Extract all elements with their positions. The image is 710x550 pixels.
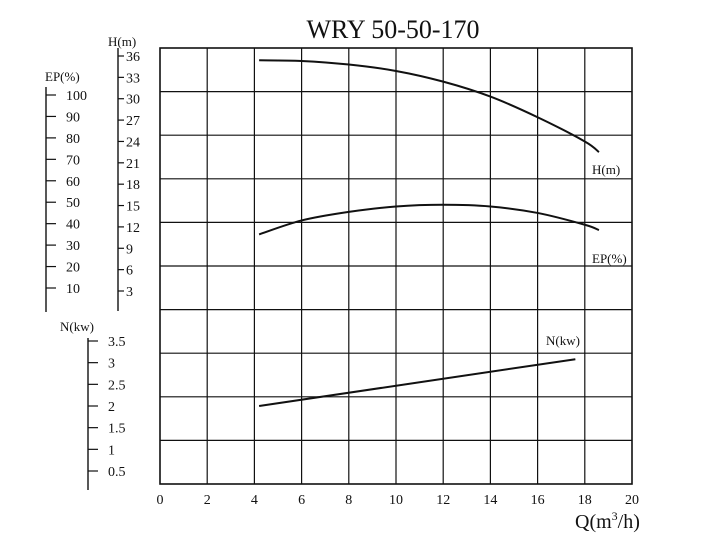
ep-tick-label: 40 [66, 218, 80, 233]
x-tick-label: 14 [483, 493, 497, 508]
x-tick-label: 12 [436, 493, 450, 508]
h-tick-label: 12 [126, 221, 140, 236]
h-axis: 36 33 30 27 24 21 18 15 12 9 6 3 [117, 48, 140, 311]
h-curve-label: H(m) [592, 162, 620, 177]
ep-curve [258, 203, 600, 236]
h-tick-label: 30 [126, 93, 140, 108]
ep-axis: 100 90 80 70 60 50 40 30 20 10 [45, 87, 87, 312]
h-tick-label: 33 [126, 71, 140, 86]
n-tick-label: 1.5 [108, 422, 126, 437]
x-tick-label: 18 [578, 493, 592, 508]
h-tick-label: 6 [126, 264, 133, 279]
ep-tick-label: 30 [66, 239, 80, 254]
ep-tick-label: 70 [66, 153, 80, 168]
n-tick-label: 0.5 [108, 465, 126, 480]
x-tick-label: 4 [251, 493, 258, 508]
ep-tick-label: 80 [66, 132, 80, 147]
ep-axis-label: EP(%) [45, 69, 80, 84]
ep-tick-label: 10 [66, 282, 80, 297]
n-tick-label: 3 [108, 357, 115, 372]
x-axis-ticks: 0 2 4 6 8 10 12 14 16 18 20 [157, 493, 640, 508]
h-tick-label: 18 [126, 178, 140, 193]
h-tick-label: 3 [126, 285, 133, 300]
n-tick-label: 3.5 [108, 335, 126, 350]
h-axis-label: H(m) [108, 34, 136, 49]
x-tick-label: 0 [157, 493, 164, 508]
x-tick-label: 16 [531, 493, 545, 508]
ep-tick-label: 90 [66, 110, 80, 125]
n-axis: 3.5 3 2.5 2 1.5 1 0.5 [87, 335, 126, 490]
n-axis-label: N(kw) [60, 319, 94, 334]
h-tick-label: 27 [126, 114, 140, 129]
h-tick-label: 9 [126, 242, 133, 257]
ep-tick-label: 60 [66, 175, 80, 190]
x-tick-label: 20 [625, 493, 639, 508]
h-tick-label: 24 [126, 135, 140, 150]
x-tick-label: 6 [298, 493, 305, 508]
n-tick-label: 2 [108, 400, 115, 415]
h-tick-label: 21 [126, 157, 140, 172]
performance-curves: H(m) EP(%) N(kw) [258, 59, 627, 407]
chart-title: WRY 50-50-170 [306, 15, 479, 44]
x-tick-label: 10 [389, 493, 403, 508]
n-tick-label: 1 [108, 443, 115, 458]
x-tick-label: 2 [204, 493, 211, 508]
ep-curve-label: EP(%) [592, 251, 627, 266]
n-tick-label: 2.5 [108, 378, 126, 393]
h-tick-label: 15 [126, 200, 140, 215]
ep-tick-label: 50 [66, 196, 80, 211]
ep-tick-label: 20 [66, 261, 80, 276]
h-tick-label: 36 [126, 50, 140, 65]
x-axis-label: Q(m3/h) [575, 509, 640, 533]
n-curve-label: N(kw) [546, 333, 580, 348]
n-curve [258, 358, 576, 407]
ep-tick-label: 100 [66, 89, 87, 104]
h-curve [259, 59, 600, 153]
x-tick-label: 8 [345, 493, 352, 508]
plot-grid [159, 47, 633, 485]
